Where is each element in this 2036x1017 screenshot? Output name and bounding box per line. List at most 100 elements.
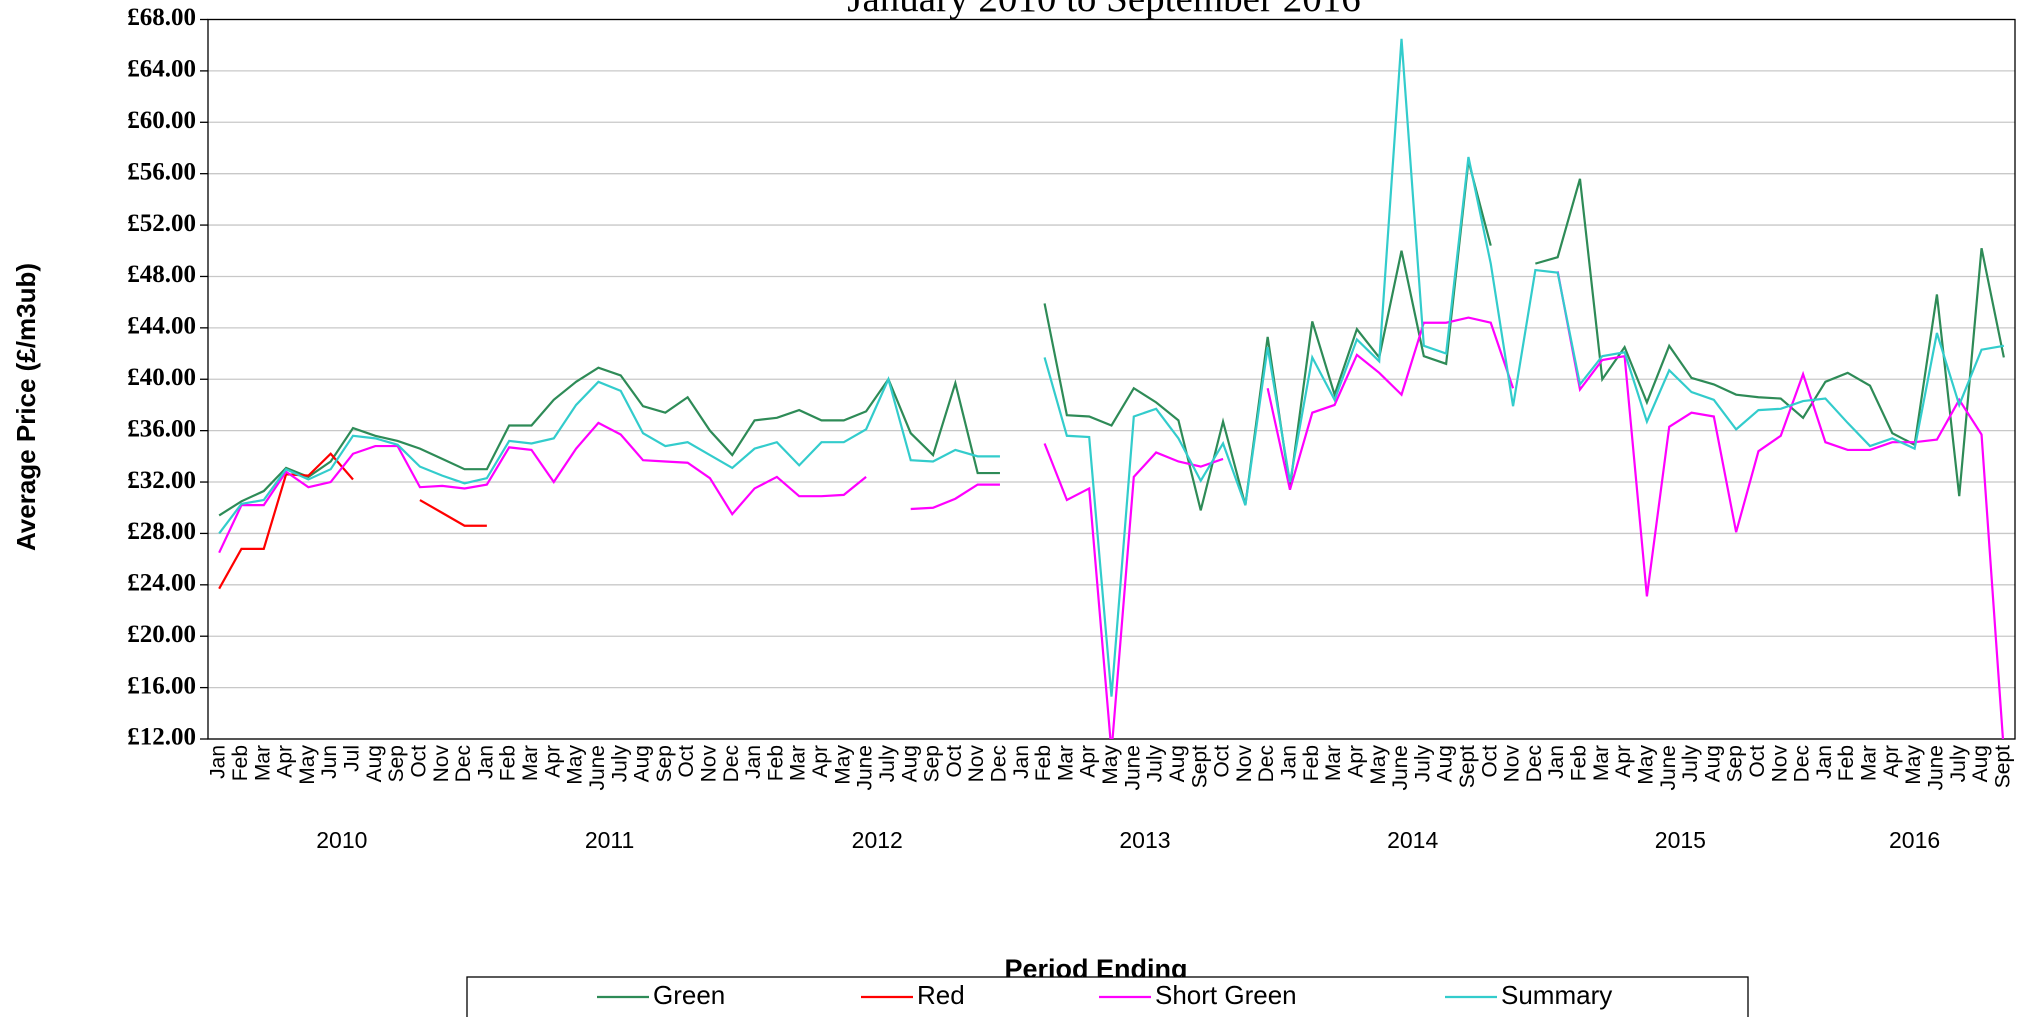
x-tick-label: May xyxy=(1367,745,1390,785)
y-tick-label: £12.00 xyxy=(127,724,196,751)
x-tick-label: July xyxy=(876,745,899,783)
y-tick-label: £36.00 xyxy=(127,415,196,442)
x-tick-label: Nov xyxy=(1768,745,1791,783)
x-tick-label: June xyxy=(1657,745,1680,791)
x-tick-label: May xyxy=(564,745,587,785)
x-tick-label: Apr xyxy=(1344,745,1367,778)
y-tick-label: £56.00 xyxy=(127,158,196,185)
x-tick-label: July xyxy=(1411,745,1434,783)
x-tick-label: Dec xyxy=(1791,745,1814,782)
x-tick-label: Oct xyxy=(407,745,430,778)
x-tick-label: Dec xyxy=(720,745,743,782)
x-tick-label: Jan xyxy=(207,745,230,779)
legend-label: Green xyxy=(653,980,725,1010)
x-tick-label: Jan xyxy=(1010,745,1033,779)
x-tick-label: Feb xyxy=(1568,745,1591,781)
x-group-label: 2014 xyxy=(1387,827,1438,853)
y-axis-title: Average Price (£/m3ub) xyxy=(11,263,41,551)
y-tick-label: £16.00 xyxy=(127,672,196,699)
x-tick-label: Mar xyxy=(1858,745,1881,781)
x-tick-label: Sep xyxy=(385,745,408,782)
series-line xyxy=(218,160,2005,517)
x-tick-label: Nov xyxy=(697,745,720,783)
x-tick-label: Apr xyxy=(1612,745,1635,778)
x-tick-label: Mar xyxy=(1054,745,1077,781)
x-tick-label: Jan xyxy=(1545,745,1568,779)
y-tick-label: £32.00 xyxy=(127,467,196,494)
x-tick-label: Mar xyxy=(1322,745,1345,781)
x-tick-label: Sept xyxy=(1456,745,1479,788)
legend-label: Summary xyxy=(1501,980,1612,1010)
x-group-label: 2012 xyxy=(852,827,903,853)
x-tick-label: Sep xyxy=(1724,745,1747,782)
x-tick-label: May xyxy=(1099,745,1122,785)
x-tick-label: Aug xyxy=(1166,745,1189,782)
x-tick-label: Oct xyxy=(1746,745,1769,778)
x-tick-label: Apr xyxy=(1880,745,1903,778)
x-tick-label: Sep xyxy=(921,745,944,782)
legend-label: Short Green xyxy=(1155,980,1297,1010)
x-tick-label: Feb xyxy=(229,745,252,781)
x-tick-label: Aug xyxy=(363,745,386,782)
y-tick-label: £40.00 xyxy=(127,364,196,391)
x-tick-label: Jan xyxy=(1278,745,1301,779)
y-tick-label: £64.00 xyxy=(127,56,196,83)
x-tick-label: Dec xyxy=(1523,745,1546,782)
legend-label: Red xyxy=(917,980,965,1010)
x-tick-label: Feb xyxy=(764,745,787,781)
y-tick-label: £20.00 xyxy=(127,621,196,648)
x-tick-label: Aug xyxy=(1969,745,1992,782)
x-tick-label: June xyxy=(854,745,877,791)
x-tick-label: Aug xyxy=(1434,745,1457,782)
x-tick-label: May xyxy=(296,745,319,785)
x-tick-label: Nov xyxy=(965,745,988,783)
y-tick-label: £28.00 xyxy=(127,518,196,545)
x-tick-label: Apr xyxy=(809,745,832,778)
y-tick-label: £60.00 xyxy=(127,107,196,134)
x-tick-label: July xyxy=(1144,745,1167,783)
x-group-label: 2011 xyxy=(585,827,634,853)
x-tick-label: Dec xyxy=(1255,745,1278,782)
x-tick-label: May xyxy=(1902,745,1925,785)
x-tick-label: June xyxy=(1389,745,1412,791)
x-tick-label: Mar xyxy=(787,745,810,781)
x-group-label: 2016 xyxy=(1889,827,1940,853)
x-tick-label: Oct xyxy=(1478,745,1501,778)
x-tick-label: Feb xyxy=(1032,745,1055,781)
x-tick-label: Jan xyxy=(1813,745,1836,779)
x-tick-label: May xyxy=(831,745,854,785)
x-tick-label: Sept xyxy=(1991,745,2014,788)
x-tick-label: June xyxy=(1121,745,1144,791)
y-tick-label: £48.00 xyxy=(127,261,196,288)
x-tick-label: Aug xyxy=(1701,745,1724,782)
series-line xyxy=(218,271,2005,739)
x-tick-label: Oct xyxy=(943,745,966,778)
x-tick-label: Apr xyxy=(274,745,297,778)
x-tick-label: July xyxy=(608,745,631,783)
x-tick-label: Nov xyxy=(1233,745,1256,783)
x-tick-label: May xyxy=(1634,745,1657,785)
x-tick-label: July xyxy=(1679,745,1702,783)
x-tick-label: Aug xyxy=(631,745,654,782)
x-tick-label: Jan xyxy=(742,745,765,779)
x-tick-label: Jan xyxy=(474,745,497,779)
y-tick-label: £52.00 xyxy=(127,210,196,237)
x-group-label: 2010 xyxy=(316,827,367,853)
x-tick-label: July xyxy=(1947,745,1970,783)
y-tick-label: £44.00 xyxy=(127,313,196,340)
series-line xyxy=(218,38,2005,697)
x-tick-label: Dec xyxy=(988,745,1011,782)
x-tick-label: Oct xyxy=(675,745,698,778)
x-tick-label: June xyxy=(1924,745,1947,791)
x-tick-label: Oct xyxy=(1211,745,1234,778)
series-line xyxy=(218,452,487,590)
x-tick-label: Mar xyxy=(1590,745,1613,781)
x-tick-label: Dec xyxy=(452,745,475,782)
chart-title: January 2010 to September 2016 xyxy=(847,0,1360,20)
x-tick-label: Sep xyxy=(653,745,676,782)
x-tick-label: Apr xyxy=(541,745,564,778)
x-tick-label: Nov xyxy=(1501,745,1524,783)
x-tick-label: Aug xyxy=(898,745,921,782)
x-tick-label: Feb xyxy=(1300,745,1323,781)
